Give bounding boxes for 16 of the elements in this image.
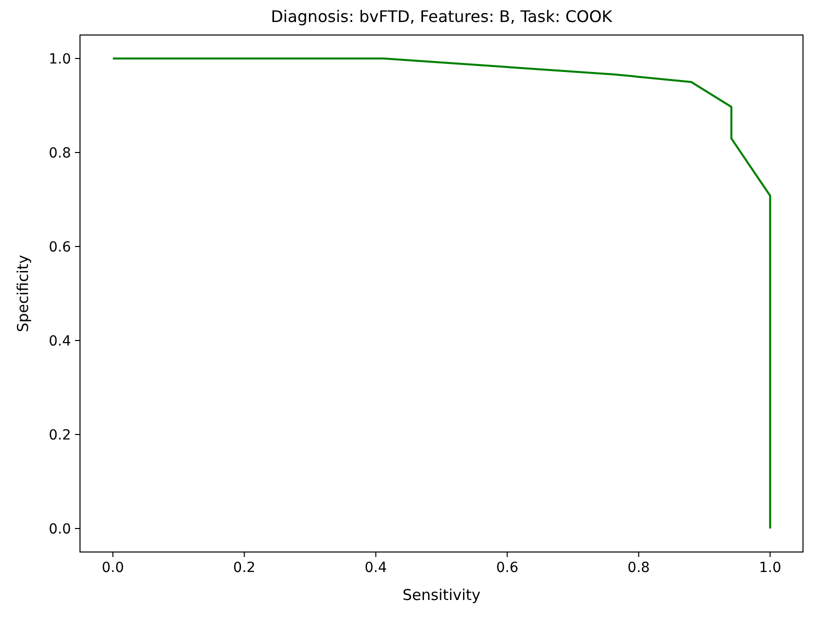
y-axis-title: Specificity — [14, 254, 32, 332]
x-tick-label: 0.4 — [364, 560, 387, 576]
y-tick-label: 0.8 — [48, 145, 71, 162]
y-tick-label: 0.0 — [48, 521, 71, 538]
chart-title: Diagnosis: bvFTD, Features: B, Task: COOK — [270, 7, 613, 26]
x-tick-label: 0.2 — [233, 560, 256, 576]
y-tick-label: 1.0 — [48, 51, 71, 68]
y-tick-label: 0.4 — [48, 333, 72, 350]
x-tick-label: 1.0 — [759, 560, 782, 576]
x-tick-label: 0.8 — [628, 560, 650, 576]
x-axis-title: Sensitivity — [402, 586, 481, 604]
x-tick-label: 0.6 — [496, 560, 518, 576]
y-tick-label: 0.2 — [48, 427, 71, 444]
line-series — [112, 58, 772, 530]
y-tick-label: 0.6 — [48, 239, 72, 256]
x-tick-label: 0.0 — [102, 560, 124, 576]
